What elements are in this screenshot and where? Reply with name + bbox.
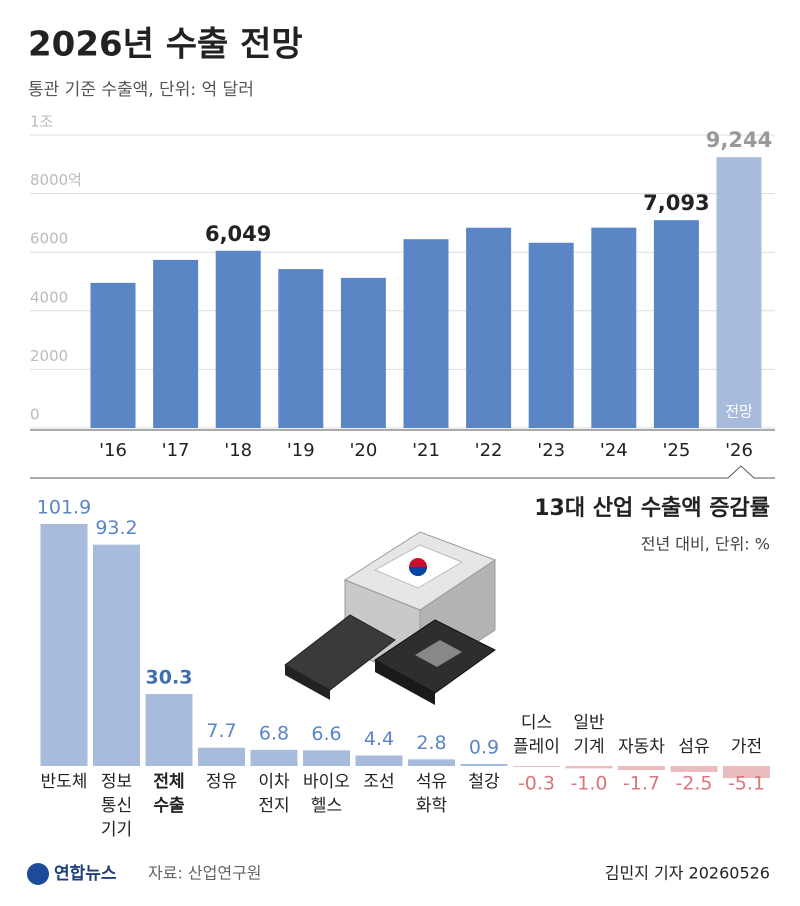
bar	[513, 766, 560, 767]
bar	[145, 694, 193, 766]
x-tick-label: '21	[412, 440, 440, 461]
x-tick-label: '16	[99, 440, 127, 461]
bar	[355, 755, 403, 766]
bar	[591, 227, 637, 428]
bar	[90, 282, 136, 428]
x-tick-label: '22	[475, 440, 503, 461]
bar	[466, 227, 512, 428]
illustration	[284, 531, 497, 705]
x-tick-label: '17	[162, 440, 190, 461]
value-label: -1.7	[623, 773, 660, 795]
value-label: -1.0	[570, 773, 607, 795]
value-label: 7.7	[206, 720, 236, 742]
chart-title: 13대 산업 수출액 증감률	[534, 496, 770, 521]
bar	[340, 277, 386, 428]
x-tick-label: 화학	[416, 796, 448, 816]
x-tick-label: 기계	[573, 737, 604, 757]
value-label: -0.3	[518, 773, 555, 795]
x-tick-label: '20	[349, 440, 377, 461]
chart-subtitle: 전년 대비, 단위: %	[641, 535, 770, 554]
chart-title: 2026년 수출 전망	[28, 25, 303, 65]
value-label: -5.1	[728, 773, 765, 795]
value-label: 6.6	[311, 723, 341, 745]
y-tick-label: 1조	[30, 113, 54, 131]
bar	[408, 759, 455, 766]
bar	[618, 766, 665, 771]
value-label: 4.4	[364, 728, 394, 750]
value-label: 0.9	[469, 736, 499, 758]
x-tick-label: 석유	[416, 772, 447, 792]
bar	[215, 250, 261, 428]
value-label: 2.8	[416, 732, 446, 754]
value-label: -2.5	[675, 773, 712, 795]
value-label: 101.9	[37, 497, 91, 519]
x-tick-label: 철강	[468, 772, 500, 792]
bar	[565, 766, 613, 769]
bar	[723, 766, 770, 779]
x-tick-label: 이차	[258, 772, 290, 792]
y-tick-label: 4000	[30, 288, 68, 306]
x-tick-label: '19	[287, 440, 315, 461]
value-label: 7,093	[643, 191, 709, 215]
x-tick-label: 정유	[206, 772, 237, 792]
y-tick-label: 8000억	[30, 171, 82, 189]
x-tick-label: 디스	[521, 713, 552, 733]
source: 자료: 산업연구원	[148, 864, 262, 883]
bar	[278, 269, 324, 428]
byline: 김민지 기자 20260526	[605, 864, 770, 883]
x-tick-label: '18	[224, 440, 252, 461]
bar	[716, 157, 762, 428]
y-tick-label: 6000	[30, 230, 68, 248]
x-tick-label: 반도체	[41, 772, 88, 792]
bar	[198, 747, 245, 766]
x-tick-label: 섬유	[678, 737, 709, 757]
x-tick-label: 통신	[101, 796, 132, 816]
bar	[250, 749, 298, 766]
x-tick-label: 전지	[258, 796, 289, 816]
x-tick-label: '25	[662, 440, 690, 461]
x-tick-label: 조선	[363, 772, 394, 792]
logo: 연합뉴스	[54, 863, 117, 884]
separator	[30, 465, 775, 479]
x-tick-label: 가전	[731, 737, 762, 757]
y-tick-label: 2000	[30, 347, 68, 365]
x-tick-label: 수출	[153, 796, 185, 816]
bar	[403, 239, 449, 428]
y-tick-label: 0	[30, 406, 40, 424]
x-tick-label: 헬스	[311, 796, 342, 816]
x-tick-label: 정보	[101, 772, 132, 792]
x-tick-label: 기기	[101, 820, 132, 840]
value-label: 6.8	[259, 722, 289, 744]
bar	[303, 750, 350, 766]
annotation: 전망	[725, 403, 753, 421]
x-tick-label: 바이오	[303, 772, 350, 792]
x-tick-label: '24	[600, 440, 628, 461]
value-label: 93.2	[95, 517, 137, 539]
bar	[93, 544, 140, 766]
bar	[153, 259, 199, 428]
value-label: 30.3	[146, 667, 193, 689]
bar	[460, 763, 508, 766]
x-tick-label: 전체	[153, 772, 184, 792]
value-label: 6,049	[205, 222, 271, 246]
bar	[653, 220, 699, 428]
bar	[40, 524, 88, 766]
x-tick-label: 자동차	[618, 737, 665, 757]
value-label: 9,244	[706, 128, 772, 152]
x-tick-label: '23	[537, 440, 565, 461]
x-tick-label: 플레이	[513, 737, 560, 757]
chart-subtitle: 통관 기준 수출액, 단위: 억 달러	[28, 80, 254, 100]
x-tick-label: '26	[725, 440, 753, 461]
logo-icon	[27, 863, 49, 885]
x-tick-label: 일반	[573, 713, 605, 733]
bar	[528, 242, 574, 428]
bar	[670, 766, 718, 772]
